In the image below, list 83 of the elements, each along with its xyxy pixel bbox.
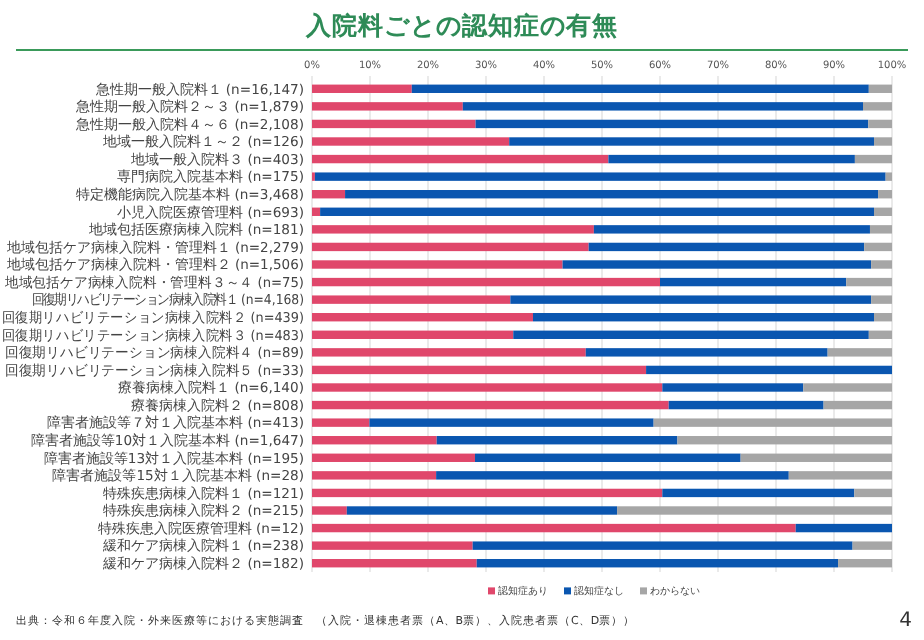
bar (312, 365, 647, 375)
bar (312, 453, 475, 462)
bar (588, 242, 865, 252)
bar (312, 559, 477, 568)
bar (345, 190, 879, 199)
bar (312, 207, 321, 216)
bar (312, 154, 609, 164)
bar (312, 436, 437, 445)
bar (312, 348, 586, 357)
bar (863, 102, 892, 111)
bar (874, 137, 892, 146)
bar (874, 313, 892, 322)
bar (617, 506, 892, 515)
bar (788, 471, 892, 480)
bar (312, 541, 473, 550)
bar (436, 471, 789, 480)
bar (312, 84, 412, 93)
bar (312, 260, 563, 269)
bar (868, 84, 892, 93)
bar (312, 418, 370, 427)
bar (854, 154, 892, 164)
bar (585, 348, 828, 357)
bar (740, 453, 892, 462)
bar (312, 190, 346, 199)
bar (320, 207, 875, 216)
bar (312, 225, 594, 234)
bar (795, 523, 892, 533)
bar (346, 506, 618, 515)
bar (854, 488, 892, 498)
bar (436, 436, 678, 445)
bar (312, 488, 663, 498)
bar (653, 418, 892, 427)
bar (312, 242, 589, 252)
bar (312, 400, 669, 410)
bar (668, 400, 824, 410)
bar (871, 260, 892, 269)
bar (803, 383, 892, 392)
bar (475, 119, 869, 129)
bar (312, 295, 511, 304)
text: 4 (899, 610, 912, 632)
bar (314, 172, 886, 181)
bar (646, 365, 892, 375)
bar (369, 418, 654, 427)
bar (411, 84, 869, 93)
bar (864, 242, 892, 252)
bar (593, 225, 870, 234)
bar (823, 400, 892, 410)
bar (532, 313, 875, 322)
bar (312, 330, 514, 339)
bar (871, 295, 892, 304)
bar (874, 207, 892, 216)
bar (312, 471, 437, 480)
bar (462, 102, 863, 111)
chart-title: 入院料ごとの認知症の有無 (304, 10, 618, 40)
bar (852, 541, 892, 550)
bar (662, 383, 804, 392)
bar (312, 523, 796, 533)
bar (312, 137, 510, 146)
bar (885, 172, 892, 181)
bar (476, 559, 839, 568)
bar (513, 330, 869, 339)
bar (562, 260, 872, 269)
bar (868, 330, 892, 339)
bar (868, 119, 892, 129)
bar (312, 119, 476, 129)
bar (608, 154, 855, 164)
bar (869, 225, 892, 234)
bar (312, 506, 347, 515)
bar (472, 541, 853, 550)
bar (509, 137, 875, 146)
bar (662, 488, 855, 498)
bar (312, 102, 463, 111)
bar (846, 277, 892, 287)
bar (878, 190, 892, 199)
bar (838, 559, 892, 568)
bar (312, 383, 663, 392)
bar (677, 436, 892, 445)
bar (312, 277, 660, 287)
bar (660, 277, 847, 287)
bar (474, 453, 741, 462)
bar (827, 348, 892, 357)
bar (510, 295, 872, 304)
bar (312, 313, 533, 322)
